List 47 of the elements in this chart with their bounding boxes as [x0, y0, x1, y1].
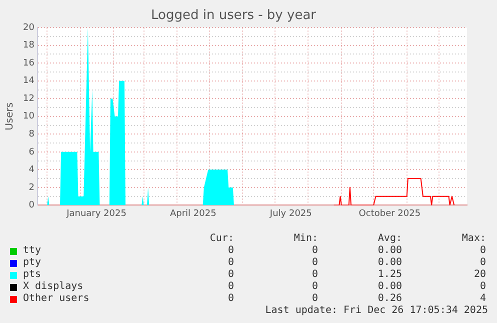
legend-label: X displays — [23, 281, 84, 293]
text: 0 — [226, 245, 234, 257]
text: 0 — [226, 281, 234, 293]
chart-title: Logged in users - by year — [150, 8, 317, 24]
text: 0.00 — [376, 257, 402, 269]
text: 20 — [472, 269, 486, 281]
x-tick-label: April 2025 — [170, 208, 216, 219]
text: Min: — [292, 233, 318, 245]
y-tick-label: 2 — [28, 182, 34, 193]
text: 0 — [310, 281, 318, 293]
text: 0 — [478, 257, 486, 269]
text: 0.00 — [376, 245, 402, 257]
text: 0 — [310, 293, 318, 305]
text: 0.00 — [376, 281, 402, 293]
y-axis-title: Users — [4, 102, 16, 130]
y-tick-label: 6 — [28, 147, 35, 158]
y-tick-label: 0 — [28, 200, 35, 211]
legend-label: pts — [23, 269, 42, 281]
y-tick-label: 14 — [23, 76, 35, 86]
text: 0 — [310, 269, 318, 281]
text: 0 — [478, 245, 486, 257]
y-tick-label: 20 — [23, 22, 35, 33]
x-tick-label: October 2025 — [358, 208, 421, 219]
legend-label: pty — [23, 257, 42, 269]
x-tick-label: July 2025 — [268, 208, 312, 219]
legend-label: tty — [23, 245, 42, 257]
y-tick-label: 4 — [28, 165, 35, 176]
y-tick-label: 12 — [23, 94, 34, 104]
legend-label: Other users — [23, 293, 90, 305]
y-tick-label: 10 — [23, 112, 35, 122]
text: Max: — [460, 233, 486, 245]
y-tick-label: 8 — [28, 130, 35, 140]
text: Cur: — [208, 233, 234, 245]
y-tick-label: 18 — [23, 40, 35, 51]
text: 1.25 — [376, 269, 402, 281]
text: 0 — [310, 257, 318, 269]
text: 0 — [226, 269, 234, 281]
x-tick-label: January 2025 — [66, 208, 126, 219]
text: 0 — [226, 257, 234, 269]
y-tick-label: 16 — [23, 58, 35, 68]
text: 0 — [310, 245, 318, 257]
text: 4 — [478, 293, 486, 305]
text: Last update: Fri Dec 26 17:05:34 2025 — [264, 305, 488, 317]
text: 0 — [478, 281, 486, 293]
text: 0 — [226, 293, 234, 305]
text: Avg: — [376, 233, 402, 245]
text: 0.26 — [376, 293, 402, 305]
